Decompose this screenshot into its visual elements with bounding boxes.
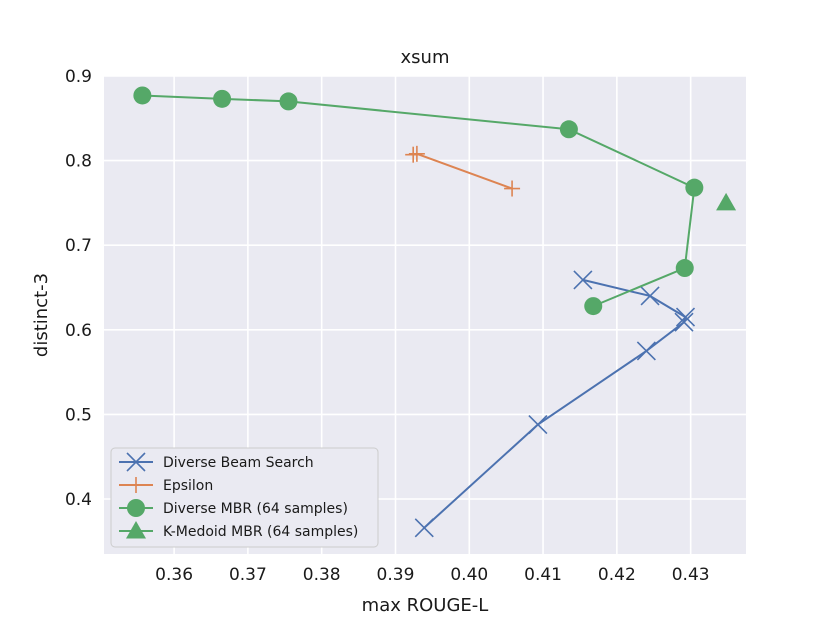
x-tick-label: 0.36	[155, 565, 193, 585]
y-tick-labels: 0.4 0.5 0.6 0.7 0.8 0.9	[65, 67, 92, 510]
y-tick-label: 0.7	[65, 236, 92, 256]
data-point	[674, 312, 694, 332]
y-tick-label: 0.9	[65, 67, 92, 87]
x-tick-label: 0.39	[377, 565, 415, 585]
data-point	[279, 92, 298, 111]
data-point	[528, 414, 548, 435]
y-tick-label: 0.8	[65, 152, 92, 172]
legend: Diverse Beam Search Epsilon Diverse MBR (6…	[110, 447, 379, 548]
data-point	[685, 178, 704, 197]
legend-label: K-Medoid MBR (64 samples)	[163, 524, 358, 540]
y-axis-label: distinct-3	[31, 273, 52, 357]
series-3	[716, 192, 737, 211]
series-layer	[133, 86, 737, 538]
x-tick-labels: 0.36 0.37 0.38 0.39 0.40 0.41 0.42 0.43	[155, 565, 709, 585]
data-point	[675, 259, 694, 278]
legend-frame	[110, 447, 379, 548]
legend-label: Epsilon	[163, 478, 213, 494]
legend-label: Diverse MBR (64 samples)	[163, 501, 348, 517]
data-point	[405, 146, 422, 163]
legend-label: Diverse Beam Search	[163, 455, 314, 471]
y-tick-label: 0.4	[65, 490, 92, 510]
x-tick-label: 0.41	[524, 565, 562, 585]
y-tick-label: 0.6	[65, 321, 92, 341]
data-point	[408, 145, 425, 162]
legend-marker	[127, 499, 145, 517]
data-point	[573, 270, 593, 290]
y-tick-label: 0.5	[65, 405, 92, 425]
legend-marker	[128, 477, 144, 493]
data-point	[716, 192, 737, 211]
legend-entry: Diverse Beam Search	[119, 452, 314, 472]
x-tick-label: 0.42	[598, 565, 636, 585]
data-point	[414, 518, 434, 538]
legend-marker	[126, 452, 146, 472]
chart-title: xsum	[401, 47, 450, 68]
x-tick-label: 0.43	[672, 565, 710, 585]
legend-entry: K-Medoid MBR (64 samples)	[119, 521, 358, 540]
series-1	[405, 145, 521, 197]
data-point	[213, 89, 232, 108]
series-0	[414, 270, 696, 538]
x-tick-label: 0.40	[450, 565, 488, 585]
data-point	[133, 86, 152, 105]
x-tick-label: 0.37	[229, 565, 267, 585]
x-tick-label: 0.38	[303, 565, 341, 585]
x-axis-label: max ROUGE-L	[362, 595, 489, 616]
data-point	[640, 286, 660, 306]
series-2	[133, 86, 704, 316]
legend-entry: Diverse MBR (64 samples)	[119, 499, 348, 517]
legend-marker	[126, 521, 146, 539]
data-point	[559, 120, 578, 139]
data-point	[504, 180, 521, 197]
data-point	[584, 297, 603, 316]
legend-entry: Epsilon	[119, 477, 213, 494]
data-point	[675, 307, 696, 327]
data-point	[636, 341, 656, 361]
